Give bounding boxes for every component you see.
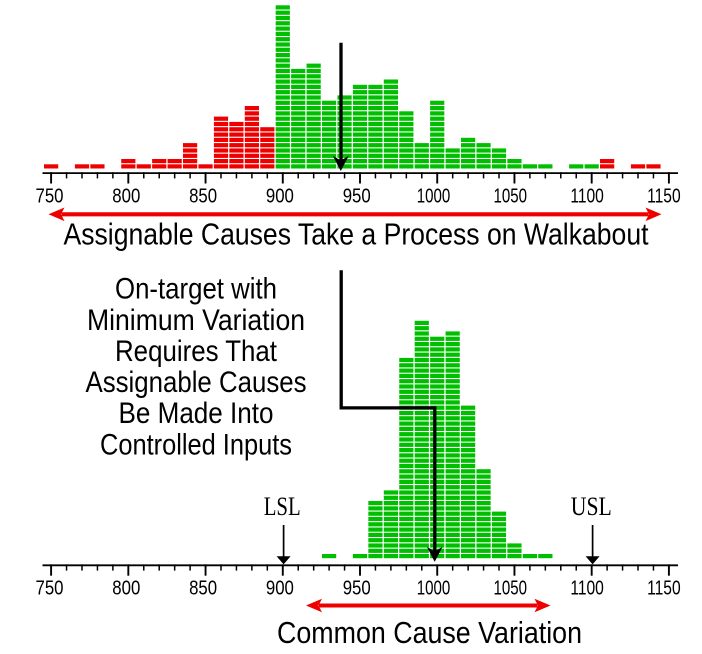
svg-text:900: 900 [266,186,294,208]
svg-text:800: 800 [112,578,140,600]
svg-text:1000: 1000 [417,186,451,208]
svg-text:750: 750 [36,186,64,208]
svg-text:850: 850 [189,186,217,208]
svg-text:750: 750 [36,578,64,600]
svg-text:800: 800 [112,186,140,208]
svg-text:1050: 1050 [494,578,528,600]
svg-text:Assignable Causes: Assignable Causes [86,366,307,399]
svg-text:950: 950 [343,578,371,600]
svg-text:1050: 1050 [494,186,528,208]
svg-text:Minimum Variation: Minimum Variation [87,304,305,337]
svg-text:1150: 1150 [647,186,681,208]
svg-text:Be Made Into: Be Made Into [119,397,274,430]
svg-text:1000: 1000 [417,578,451,600]
svg-text:1100: 1100 [570,578,604,600]
svg-text:900: 900 [266,578,294,600]
svg-text:On-target with: On-target with [115,273,277,306]
svg-text:Requires That: Requires That [115,335,278,368]
svg-text:Assignable Causes Take a Proce: Assignable Causes Take a Process on Walk… [64,218,649,252]
svg-text:USL: USL [571,491,612,521]
svg-text:950: 950 [343,186,371,208]
svg-text:LSL: LSL [264,491,301,521]
svg-text:Common Cause Variation: Common Cause Variation [277,615,582,650]
svg-text:1150: 1150 [647,578,681,600]
svg-text:850: 850 [189,578,217,600]
svg-text:Controlled Inputs: Controlled Inputs [100,428,292,461]
svg-text:1100: 1100 [570,186,604,208]
